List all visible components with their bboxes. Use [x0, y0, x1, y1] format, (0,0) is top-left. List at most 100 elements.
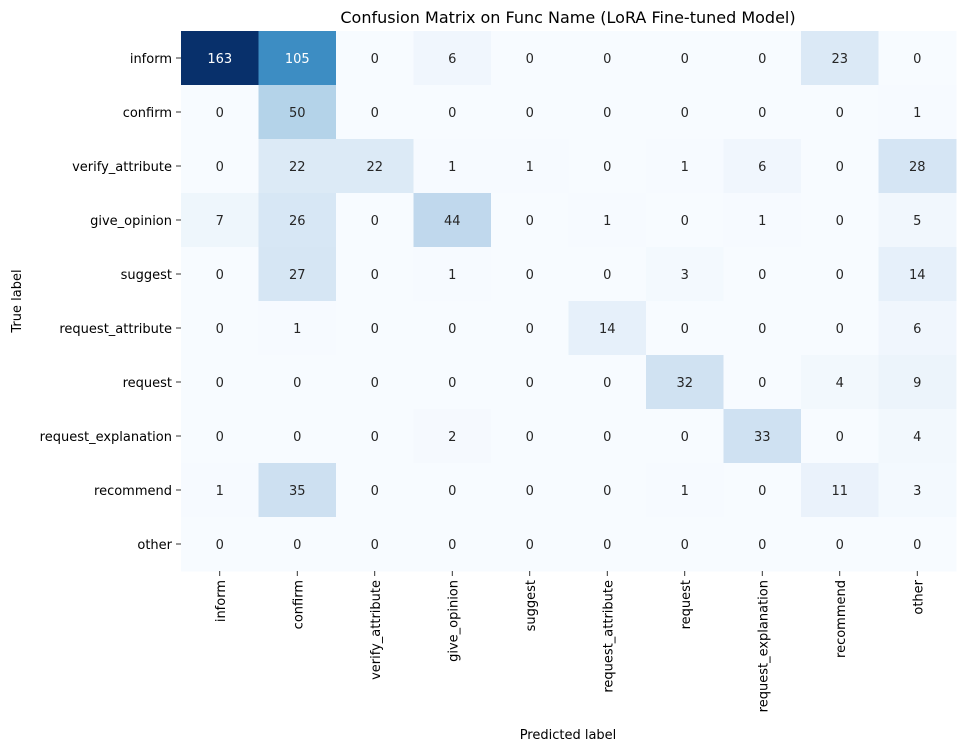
heatmap-cell: [568, 247, 647, 302]
cell-value-label: 0: [681, 538, 689, 553]
heatmap-cell: [801, 355, 879, 410]
heatmap-cell: [413, 85, 492, 140]
cell-value-label: 14: [909, 268, 926, 283]
heatmap-cell: [568, 463, 647, 518]
cell-value-label: 6: [913, 322, 921, 337]
cell-value-label: 0: [526, 376, 534, 391]
cell-value-label: 0: [216, 376, 224, 391]
cell-value-label: 27: [289, 268, 306, 283]
heatmap-cell: [568, 31, 647, 86]
heatmap-cell: [336, 139, 414, 194]
heatmap-cell: [336, 31, 414, 86]
cell-value-label: 3: [681, 268, 689, 283]
cell-value-label: 4: [836, 376, 844, 391]
x-axis-label: Predicted label: [520, 728, 617, 743]
cell-value-label: 0: [681, 106, 689, 121]
x-tick-label: other: [911, 579, 926, 614]
heatmap-cell: [181, 85, 259, 140]
cell-value-label: 14: [599, 322, 616, 337]
heatmap-cell: [723, 409, 802, 464]
heatmap-cell: [258, 139, 337, 194]
cell-value-label: 0: [758, 268, 766, 283]
cell-value-label: 1: [603, 214, 611, 229]
heatmap-cell: [646, 517, 724, 572]
cell-value-label: 0: [603, 106, 611, 121]
cell-value-label: 0: [371, 484, 379, 499]
cell-value-label: 0: [216, 322, 224, 337]
cell-value-label: 0: [603, 484, 611, 499]
x-tick-label: recommend: [834, 580, 849, 658]
cell-value-label: 0: [758, 52, 766, 67]
heatmap-cell: [336, 301, 414, 356]
heatmap-cell: [568, 355, 647, 410]
y-tick-label: suggest: [121, 268, 172, 283]
cell-value-label: 2: [448, 430, 456, 445]
cell-value-label: 26: [289, 214, 306, 229]
cell-value-label: 0: [293, 538, 301, 553]
x-tick-label: give_opinion: [446, 580, 461, 662]
cell-value-label: 0: [758, 538, 766, 553]
cell-value-label: 0: [758, 322, 766, 337]
cell-value-label: 0: [681, 214, 689, 229]
heatmap-cell: [258, 463, 337, 518]
heatmap-cell: [413, 355, 492, 410]
heatmap-cell: [801, 31, 879, 86]
cell-value-label: 0: [293, 376, 301, 391]
cell-value-label: 35: [289, 484, 306, 499]
heatmap-cell: [258, 31, 337, 86]
heatmap-cell: [491, 517, 569, 572]
cell-value-label: 0: [293, 430, 301, 445]
heatmap-cell: [568, 517, 647, 572]
cell-value-label: 0: [448, 106, 456, 121]
cell-value-label: 0: [526, 214, 534, 229]
cell-value-label: 50: [289, 106, 306, 121]
cell-value-label: 1: [681, 160, 689, 175]
heatmap-cell: [258, 355, 337, 410]
y-tick-label: verify_attribute: [72, 160, 172, 175]
heatmap-cell: [181, 517, 259, 572]
cell-value-label: 0: [448, 322, 456, 337]
cell-value-label: 1: [681, 484, 689, 499]
heatmap-cell: [336, 193, 414, 248]
x-tick-label: request_explanation: [756, 580, 771, 712]
heatmap-cell: [878, 247, 957, 302]
cell-value-label: 0: [836, 538, 844, 553]
cell-value-label: 0: [836, 160, 844, 175]
heatmap-cell: [181, 247, 259, 302]
cell-value-label: 33: [754, 430, 771, 445]
heatmap-cell: [878, 31, 957, 86]
x-tick-labels: inform confirm verify_attribute give_opinio…: [214, 571, 926, 712]
cell-value-label: 0: [448, 484, 456, 499]
heatmap-cell: [336, 517, 414, 572]
heatmap-cell: [491, 247, 569, 302]
heatmap-cell: [801, 85, 879, 140]
cell-value-label: 0: [371, 322, 379, 337]
y-tick-label: confirm: [123, 106, 172, 121]
cell-value-label: 22: [366, 160, 383, 175]
cell-value-label: 4: [913, 430, 921, 445]
heatmap-cell: [878, 517, 957, 572]
heatmap-cell: [723, 517, 802, 572]
cell-value-label: 0: [603, 538, 611, 553]
cell-value-label: 0: [836, 268, 844, 283]
cell-value-label: 0: [526, 538, 534, 553]
cell-value-label: 28: [909, 160, 926, 175]
heatmap-cell: [491, 85, 569, 140]
heatmap-cell: [723, 301, 802, 356]
cell-value-label: 0: [216, 268, 224, 283]
cell-value-label: 6: [448, 52, 456, 67]
heatmap-cell: [878, 85, 957, 140]
heatmap-cell: [336, 463, 414, 518]
x-tick-label: request_attribute: [601, 580, 616, 693]
heatmap-cell: [258, 301, 337, 356]
heatmap-cell: [568, 193, 647, 248]
cell-value-label: 1: [526, 160, 534, 175]
cell-value-label: 0: [758, 106, 766, 121]
heatmap-cell: [568, 409, 647, 464]
y-tick-labels: inform confirm verify_attribute give_opinio…: [40, 52, 181, 553]
cell-value-label: 0: [216, 430, 224, 445]
cell-value-label: 3: [913, 484, 921, 499]
heatmap-cell: [258, 247, 337, 302]
y-tick-label: give_opinion: [90, 214, 172, 229]
